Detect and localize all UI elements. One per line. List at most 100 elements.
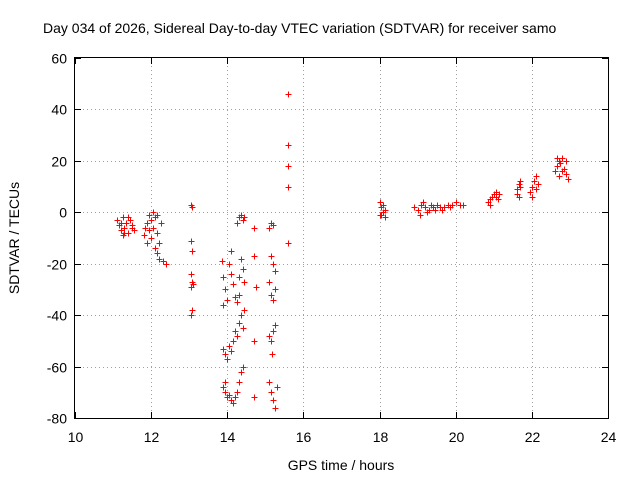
x-axis-title: GPS time / hours [288, 457, 395, 473]
data-point [516, 181, 523, 188]
data-point [224, 356, 231, 363]
y-axis-title: SDTVAR / TECUs [6, 182, 22, 294]
data-point [118, 220, 125, 227]
data-point [222, 389, 229, 396]
data-point [156, 240, 163, 247]
data-point [270, 222, 277, 229]
data-point [154, 230, 161, 237]
data-point [270, 261, 277, 268]
data-point [189, 307, 196, 314]
data-point [220, 346, 227, 353]
data-point [146, 212, 153, 219]
data-point [236, 320, 243, 327]
data-point [516, 194, 523, 201]
data-point [266, 379, 273, 386]
data-point [160, 258, 167, 265]
data-point [120, 232, 127, 239]
data-point [142, 225, 149, 232]
data-point [285, 240, 292, 247]
data-point [220, 302, 227, 309]
chart-title: Day 034 of 2026, Sidereal Day-to-day VTE… [43, 20, 556, 36]
data-point [152, 245, 159, 252]
y-tick-label: -40 [47, 308, 67, 324]
y-tick-label: -60 [47, 360, 67, 376]
data-point [150, 209, 157, 216]
data-point [422, 204, 429, 211]
data-point [144, 220, 151, 227]
data-point [554, 163, 561, 170]
data-point [251, 253, 258, 260]
data-point [533, 173, 540, 180]
data-point [232, 394, 239, 401]
data-point [232, 294, 239, 301]
x-tick-label: 12 [144, 429, 160, 445]
data-point [230, 400, 237, 407]
data-point [228, 248, 235, 255]
data-point [236, 379, 243, 386]
data-point [158, 220, 165, 227]
data-point [148, 235, 155, 242]
data-point [222, 379, 229, 386]
data-point [268, 253, 275, 260]
data-point [432, 207, 439, 214]
y-tick-label: -20 [47, 257, 67, 273]
data-point [382, 207, 389, 214]
data-point [453, 199, 460, 206]
data-point [272, 286, 279, 293]
data-point [241, 214, 248, 221]
data-point [148, 217, 155, 224]
data-point [232, 328, 239, 335]
data-point [377, 212, 384, 219]
data-point [234, 299, 241, 306]
data-point [460, 202, 467, 209]
data-point [493, 189, 500, 196]
data-point [272, 322, 279, 329]
data-point [251, 394, 258, 401]
data-point [439, 207, 446, 214]
data-point [240, 364, 247, 371]
data-point [380, 202, 387, 209]
data-point [266, 279, 273, 286]
data-point [563, 158, 570, 165]
data-point [417, 212, 424, 219]
x-tick-label: 22 [525, 429, 541, 445]
y-tick-labels: -80 -60 -40 -20 0 20 40 60 [47, 51, 67, 427]
y-tick-label: -80 [47, 411, 67, 427]
data-point [377, 199, 384, 206]
data-point [269, 351, 276, 358]
data-point [220, 384, 227, 391]
x-tick-label: 20 [449, 429, 465, 445]
data-point [163, 261, 170, 268]
data-point [114, 217, 121, 224]
data-point [230, 338, 237, 345]
data-point [552, 168, 559, 175]
data-point [285, 142, 292, 149]
data-point [529, 194, 536, 201]
data-point [272, 268, 279, 275]
data-point [420, 199, 427, 206]
data-point [189, 248, 196, 255]
data-point [234, 333, 241, 340]
data-point [125, 214, 132, 221]
data-point [382, 214, 389, 221]
data-point [236, 292, 243, 299]
data-point [565, 176, 572, 183]
data-point [222, 351, 229, 358]
data-point [411, 204, 418, 211]
data-point [415, 207, 422, 214]
data-point [240, 325, 247, 332]
data-point [251, 225, 258, 232]
x-tick-label: 14 [220, 429, 236, 445]
x-tick-label: 24 [601, 429, 617, 445]
plot-frame [74, 57, 609, 419]
data-point [236, 274, 243, 281]
data-point [517, 184, 524, 191]
data-point [253, 284, 260, 291]
y-tick-label: 60 [51, 51, 67, 67]
data-point [487, 202, 494, 209]
data-point [527, 189, 534, 196]
data-point [238, 369, 245, 376]
data-point [270, 328, 277, 335]
data-point [563, 171, 570, 178]
data-point [266, 225, 273, 232]
